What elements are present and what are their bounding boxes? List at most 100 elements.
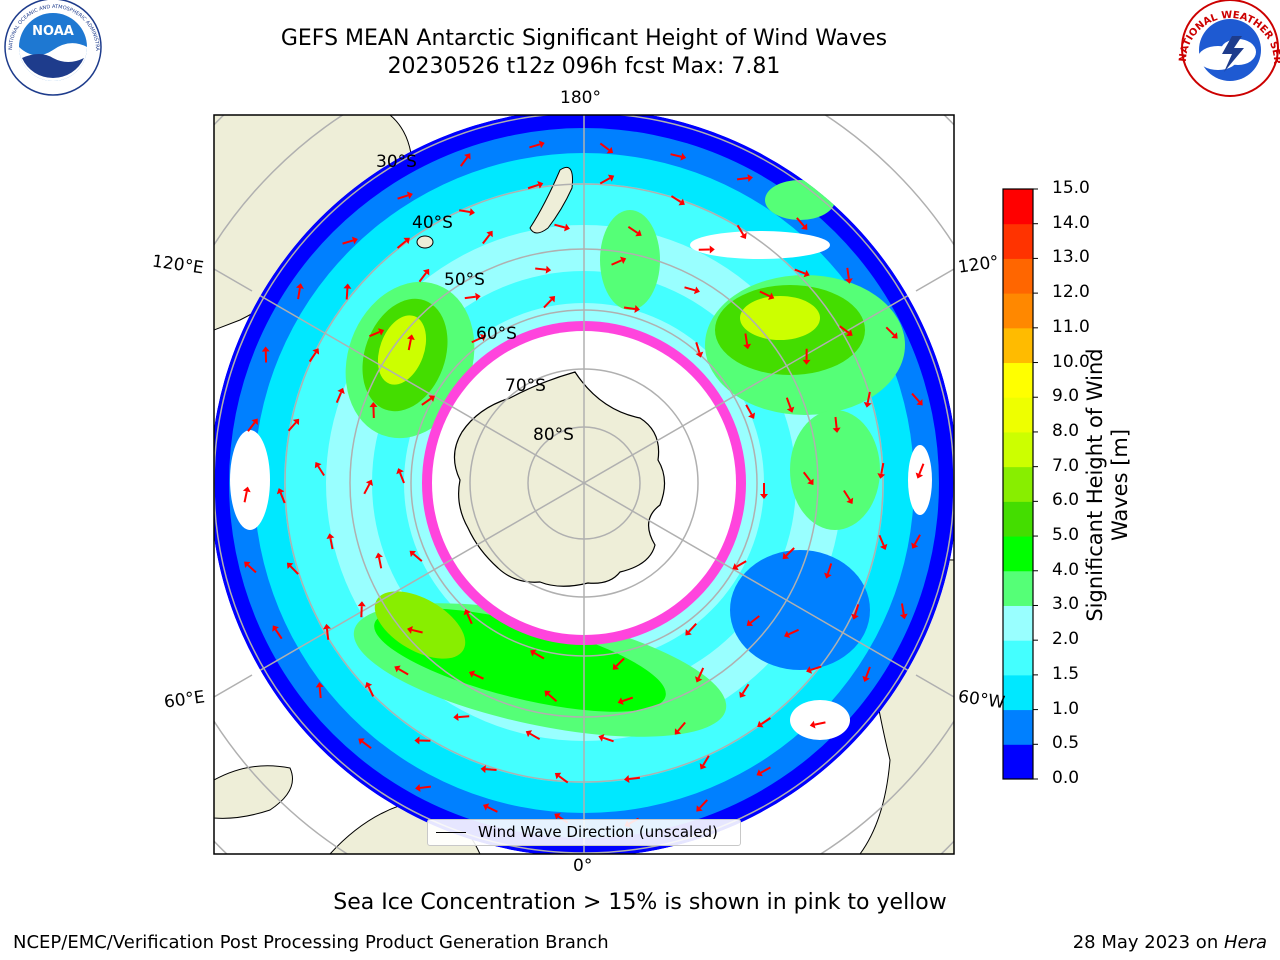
colorbar-tick-label: 6.0 [1052,490,1080,511]
wind-wave-arrow [865,666,871,678]
wind-wave-arrow [794,268,806,275]
wind-wave-arrow [411,628,423,634]
wind-wave-arrowhead [357,601,366,607]
wind-wave-arrow [599,142,610,151]
wind-wave-arrowhead [406,191,413,200]
colorbar-title-line2: Waves [m] [1108,428,1132,542]
map-border [213,114,955,855]
wind-wave-arrow [900,603,905,615]
wind-wave-arrow [622,696,634,703]
wind-wave-arrowhead [554,772,562,780]
wind-wave-arrowhead [326,533,335,540]
wind-wave-arrowhead [760,494,768,499]
wind-wave-arrowhead [409,550,417,558]
wind-wave-arrowhead [261,346,270,352]
wind-wave-arrowhead [695,676,703,683]
wind-wave-arrow [749,615,760,624]
wind-wave-arrow [736,177,749,181]
wind-wave-arrowhead [634,305,640,313]
wind-wave-arrow [287,421,297,432]
colorbar-swatch [1003,570,1033,606]
wind-wave-arrowhead [784,630,791,638]
wind-wave-arrowhead [276,488,285,495]
wind-wave-arrowhead [407,626,413,634]
graticule [214,115,954,854]
wind-wave-arrow [695,341,701,354]
wave-height-field [214,115,954,854]
wind-wave-arrow [599,177,611,185]
wind-wave-arrow [760,717,772,725]
wind-wave-arrowhead [782,552,790,560]
wind-wave-arrowhead [732,563,739,571]
wind-wave-arrowhead [624,775,630,784]
lon-label-0: 0° [573,856,593,876]
wind-wave-arrow [785,397,792,409]
wind-wave-arrowhead [453,713,459,722]
wind-wave-arrow [796,217,805,227]
wind-wave-arrowhead [469,208,475,216]
graticule-outer [214,115,954,854]
wind-wave-arrowhead [863,401,872,408]
wind-wave-arrowhead [846,329,853,336]
wind-wave-arrow [760,766,771,774]
wind-wave-arrowhead [530,649,537,657]
wind-wave-arrow [834,416,838,429]
wind-wave-arrowhead [862,675,870,682]
wind-wave-arrow [363,483,371,495]
wind-wave-arrow [839,325,850,334]
antarctica [453,371,666,587]
wind-wave-arrow [543,298,553,309]
wind-wave-arrow [736,224,745,236]
colorbar-tick-label: 3.0 [1052,594,1080,615]
new-zealand [529,166,573,234]
wind-wave-arrowhead [292,418,300,426]
wind-wave-arrow [670,153,682,158]
wind-wave-arrowhead [315,682,324,688]
wind-wave-arrow [529,732,541,741]
colorbar-swatch [1003,466,1033,502]
wind-wave-arrow [702,755,710,766]
wind-wave-arrow [418,272,427,283]
wind-wave-arrowhead [746,619,754,626]
wind-wave-arrowhead [806,666,813,674]
wind-wave-arrowhead [463,609,471,616]
footer-date: 28 May 2023 on Hera [1073,932,1267,953]
lat-label-60s: 60°S [476,324,517,344]
wind-wave-arrowhead [685,629,692,636]
wind-wave-arrowhead [699,763,707,770]
wind-wave-arrow [611,259,623,266]
wind-wave-arrowhead [272,625,279,632]
colorbar-swatch [1003,709,1033,745]
wind-wave-vectors [242,140,925,828]
wind-wave-arrow [623,306,636,310]
footer-host: Hera [1223,932,1267,953]
colorbar-tick-label: 14.0 [1052,212,1090,233]
footer-branch: NCEP/EMC/Verification Post Processing Pr… [13,932,609,953]
wind-wave-arrow [247,564,257,574]
wind-wave-arrowhead [803,269,810,278]
legend-line-icon [436,832,466,833]
wind-wave-arrow [367,686,375,697]
wind-wave-arrowhead [480,334,487,342]
wind-wave-arrow [487,806,498,813]
wind-wave-arrow [814,721,826,726]
wind-wave-arrowhead [364,681,373,689]
wind-wave-arrow [846,267,850,279]
wind-wave-arrow [464,295,476,300]
colorbar-swatch [1003,536,1033,572]
wind-wave-arrowhead [696,805,703,812]
wind-wave-arrowhead [475,292,481,301]
wind-wave-arrowhead [612,663,620,670]
colorbar-tick-label: 8.0 [1052,420,1080,441]
wind-wave-arrow [880,462,885,475]
legend: Wind Wave Direction (unscaled) [427,819,741,846]
colorbar-swatch [1003,293,1033,329]
colorbar-frame [1002,188,1034,780]
wind-wave-arrow [329,538,334,550]
wind-wave-arrow [697,667,705,679]
wind-wave-arrow [361,740,372,749]
wind-wave-arrow [247,421,256,432]
colorbar-tick-label: 5.0 [1052,525,1080,546]
wind-wave-arrowhead [545,265,552,274]
wind-wave-arrowhead [322,623,331,630]
